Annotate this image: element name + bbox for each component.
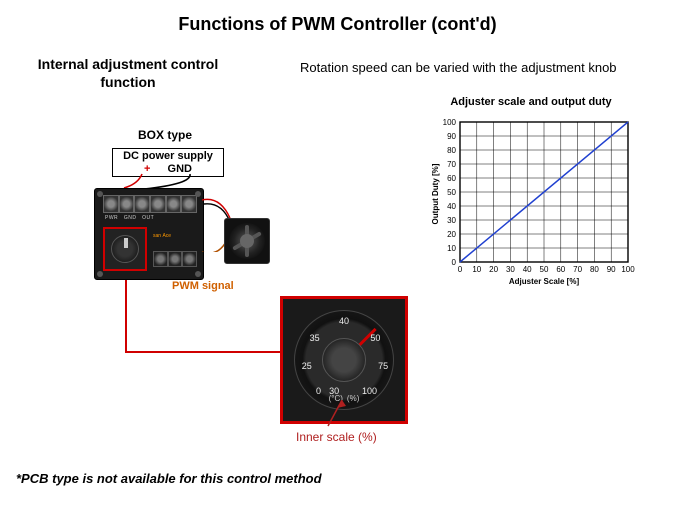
svg-text:10: 10	[447, 244, 456, 253]
dial-num-25: 25	[302, 361, 312, 371]
x-axis-label: Adjuster Scale [%]	[509, 277, 580, 286]
page-title: Functions of PWM Controller (cont'd)	[0, 0, 675, 35]
dial-num-100: 100	[362, 386, 377, 396]
footnote: *PCB type is not available for this cont…	[16, 471, 322, 486]
left-heading-line2: function	[100, 74, 155, 90]
dial-num-40: 40	[339, 316, 349, 326]
svg-text:50: 50	[540, 265, 549, 274]
svg-text:40: 40	[523, 265, 532, 274]
svg-text:0: 0	[458, 265, 463, 274]
pwr-label: PWR GND OUT	[105, 215, 154, 221]
inner-scale-label: Inner scale (%)	[296, 430, 377, 444]
svg-text:100: 100	[443, 118, 457, 127]
svg-text:70: 70	[573, 265, 582, 274]
unit-pct: (%)	[347, 394, 359, 403]
dc-plus-label: +	[144, 163, 150, 176]
chart-title: Adjuster scale and output duty	[416, 96, 646, 108]
output-strip	[153, 251, 197, 267]
fan-icon	[224, 218, 270, 264]
dial-face: 40 50 75 100 0 25 30 35 (°C) (%)	[294, 310, 394, 410]
y-axis-label: Output Duty [%]	[431, 163, 440, 224]
terminal-block	[103, 195, 197, 213]
y-ticks: 0 10 20 30 40 50 60 70 80 90 100	[443, 118, 457, 267]
output-duty-chart: 0 10 20 30 40 50 60 70 80 90 100 0 10 20 30 40 50 60 70 80…	[430, 116, 640, 286]
unit-c: (°C)	[329, 394, 343, 403]
left-section-heading: Internal adjustment control function	[8, 56, 248, 91]
svg-text:80: 80	[447, 146, 456, 155]
svg-text:50: 50	[447, 188, 456, 197]
knob-highlight	[103, 227, 147, 271]
dc-supply-text: DC power supply	[113, 150, 223, 163]
svg-text:30: 30	[506, 265, 515, 274]
dial-num-35: 35	[310, 333, 320, 343]
svg-text:60: 60	[447, 174, 456, 183]
pwm-controller-box: PWR GND OUT san Ace	[94, 188, 204, 280]
x-ticks: 0 10 20 30 40 50 60 70 80 90 100	[458, 265, 635, 274]
svg-text:0: 0	[452, 258, 457, 267]
adjustment-knob[interactable]	[111, 235, 139, 263]
knob-detail: 40 50 75 100 0 25 30 35 (°C) (%)	[280, 296, 408, 424]
dial-center[interactable]	[322, 338, 366, 382]
svg-text:30: 30	[447, 216, 456, 225]
right-description: Rotation speed can be varied with the ad…	[300, 60, 617, 75]
svg-text:20: 20	[447, 230, 456, 239]
pwm-signal-label: PWM signal	[172, 280, 234, 292]
svg-text:80: 80	[590, 265, 599, 274]
svg-text:10: 10	[472, 265, 481, 274]
dc-power-supply-box: DC power supply + GND	[112, 148, 224, 177]
brand-label: san Ace	[153, 233, 171, 239]
box-type-label: BOX type	[138, 128, 192, 142]
dial-num-75: 75	[378, 361, 388, 371]
svg-text:90: 90	[447, 132, 456, 141]
dial-num-0: 0	[316, 386, 321, 396]
svg-text:20: 20	[489, 265, 498, 274]
svg-text:90: 90	[607, 265, 616, 274]
dc-gnd-label: GND	[168, 163, 192, 176]
left-heading-line1: Internal adjustment control	[38, 56, 218, 72]
dial-num-50: 50	[370, 333, 380, 343]
svg-text:60: 60	[556, 265, 565, 274]
svg-text:70: 70	[447, 160, 456, 169]
svg-text:100: 100	[621, 265, 635, 274]
svg-text:40: 40	[447, 202, 456, 211]
